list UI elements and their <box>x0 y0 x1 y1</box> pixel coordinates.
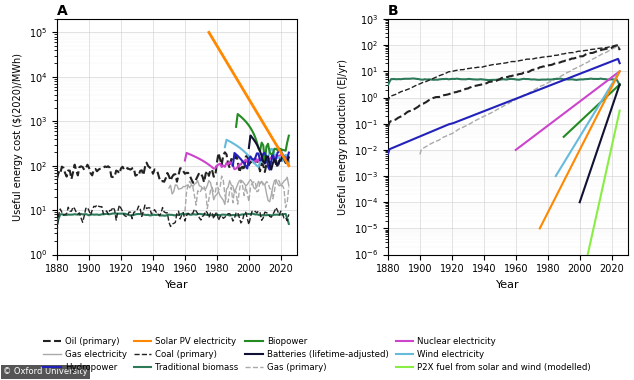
X-axis label: Year: Year <box>165 280 189 290</box>
X-axis label: Year: Year <box>496 280 520 290</box>
Text: A: A <box>57 4 68 18</box>
Text: © Oxford University: © Oxford University <box>3 367 87 376</box>
Y-axis label: Useful energy cost ($(2020)/MWh): Useful energy cost ($(2020)/MWh) <box>13 53 23 221</box>
Y-axis label: Useful energy production (EJ/yr): Useful energy production (EJ/yr) <box>339 59 349 215</box>
Text: B: B <box>388 4 399 18</box>
Legend: Oil (primary), Gas electricity, Hydropower, Solar PV electricity, Coal (primary): Oil (primary), Gas electricity, Hydropow… <box>40 333 594 376</box>
